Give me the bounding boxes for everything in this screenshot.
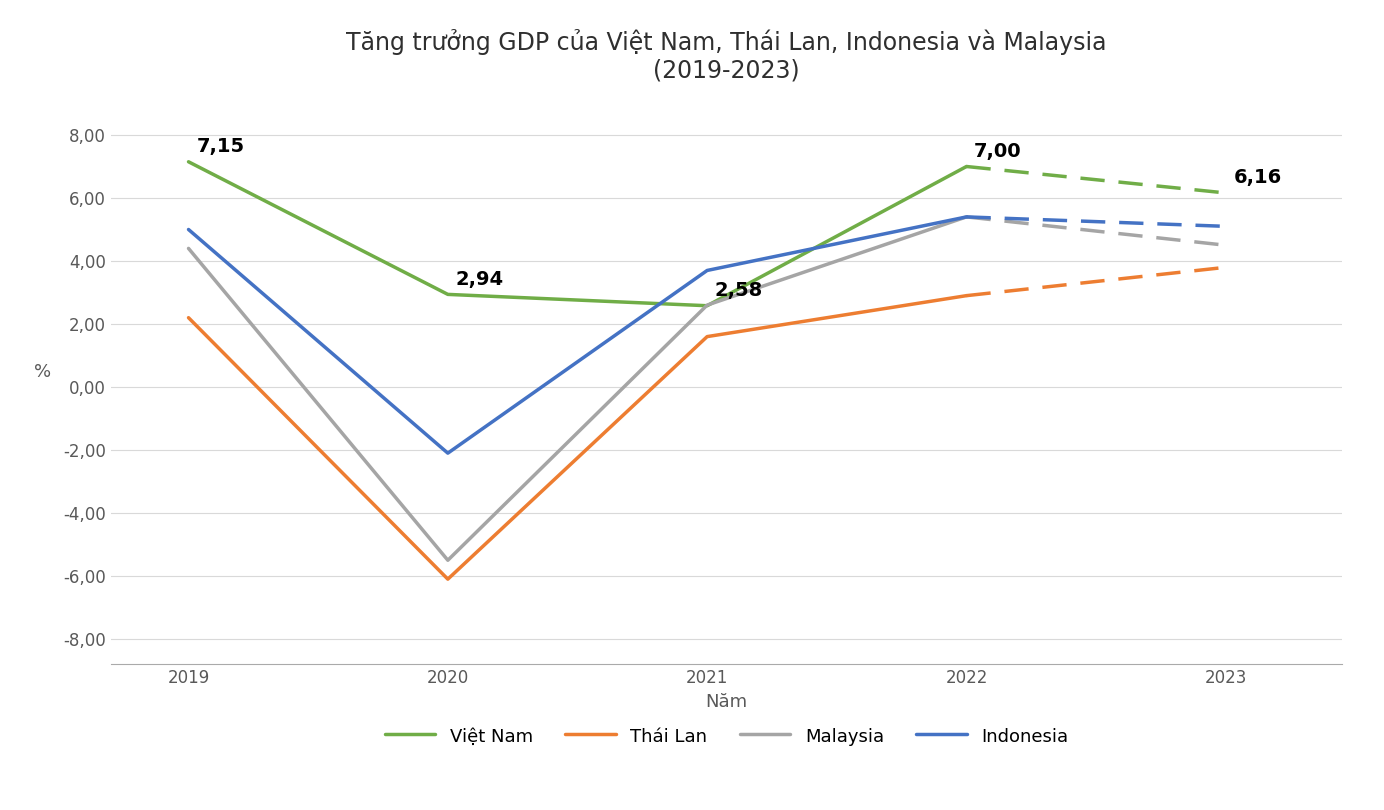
X-axis label: Năm: Năm — [706, 693, 747, 710]
Text: 7,15: 7,15 — [197, 137, 245, 156]
Legend: Việt Nam, Thái Lan, Malaysia, Indonesia: Việt Nam, Thái Lan, Malaysia, Indonesia — [385, 727, 1068, 746]
Title: Tăng trưởng GDP của Việt Nam, Thái Lan, Indonesia và Malaysia
(2019-2023): Tăng trưởng GDP của Việt Nam, Thái Lan, … — [346, 29, 1107, 83]
Y-axis label: %: % — [33, 363, 51, 381]
Text: 7,00: 7,00 — [974, 142, 1021, 161]
Text: 2,58: 2,58 — [716, 281, 763, 300]
Text: 2,94: 2,94 — [455, 270, 504, 288]
Text: 6,16: 6,16 — [1233, 168, 1282, 187]
